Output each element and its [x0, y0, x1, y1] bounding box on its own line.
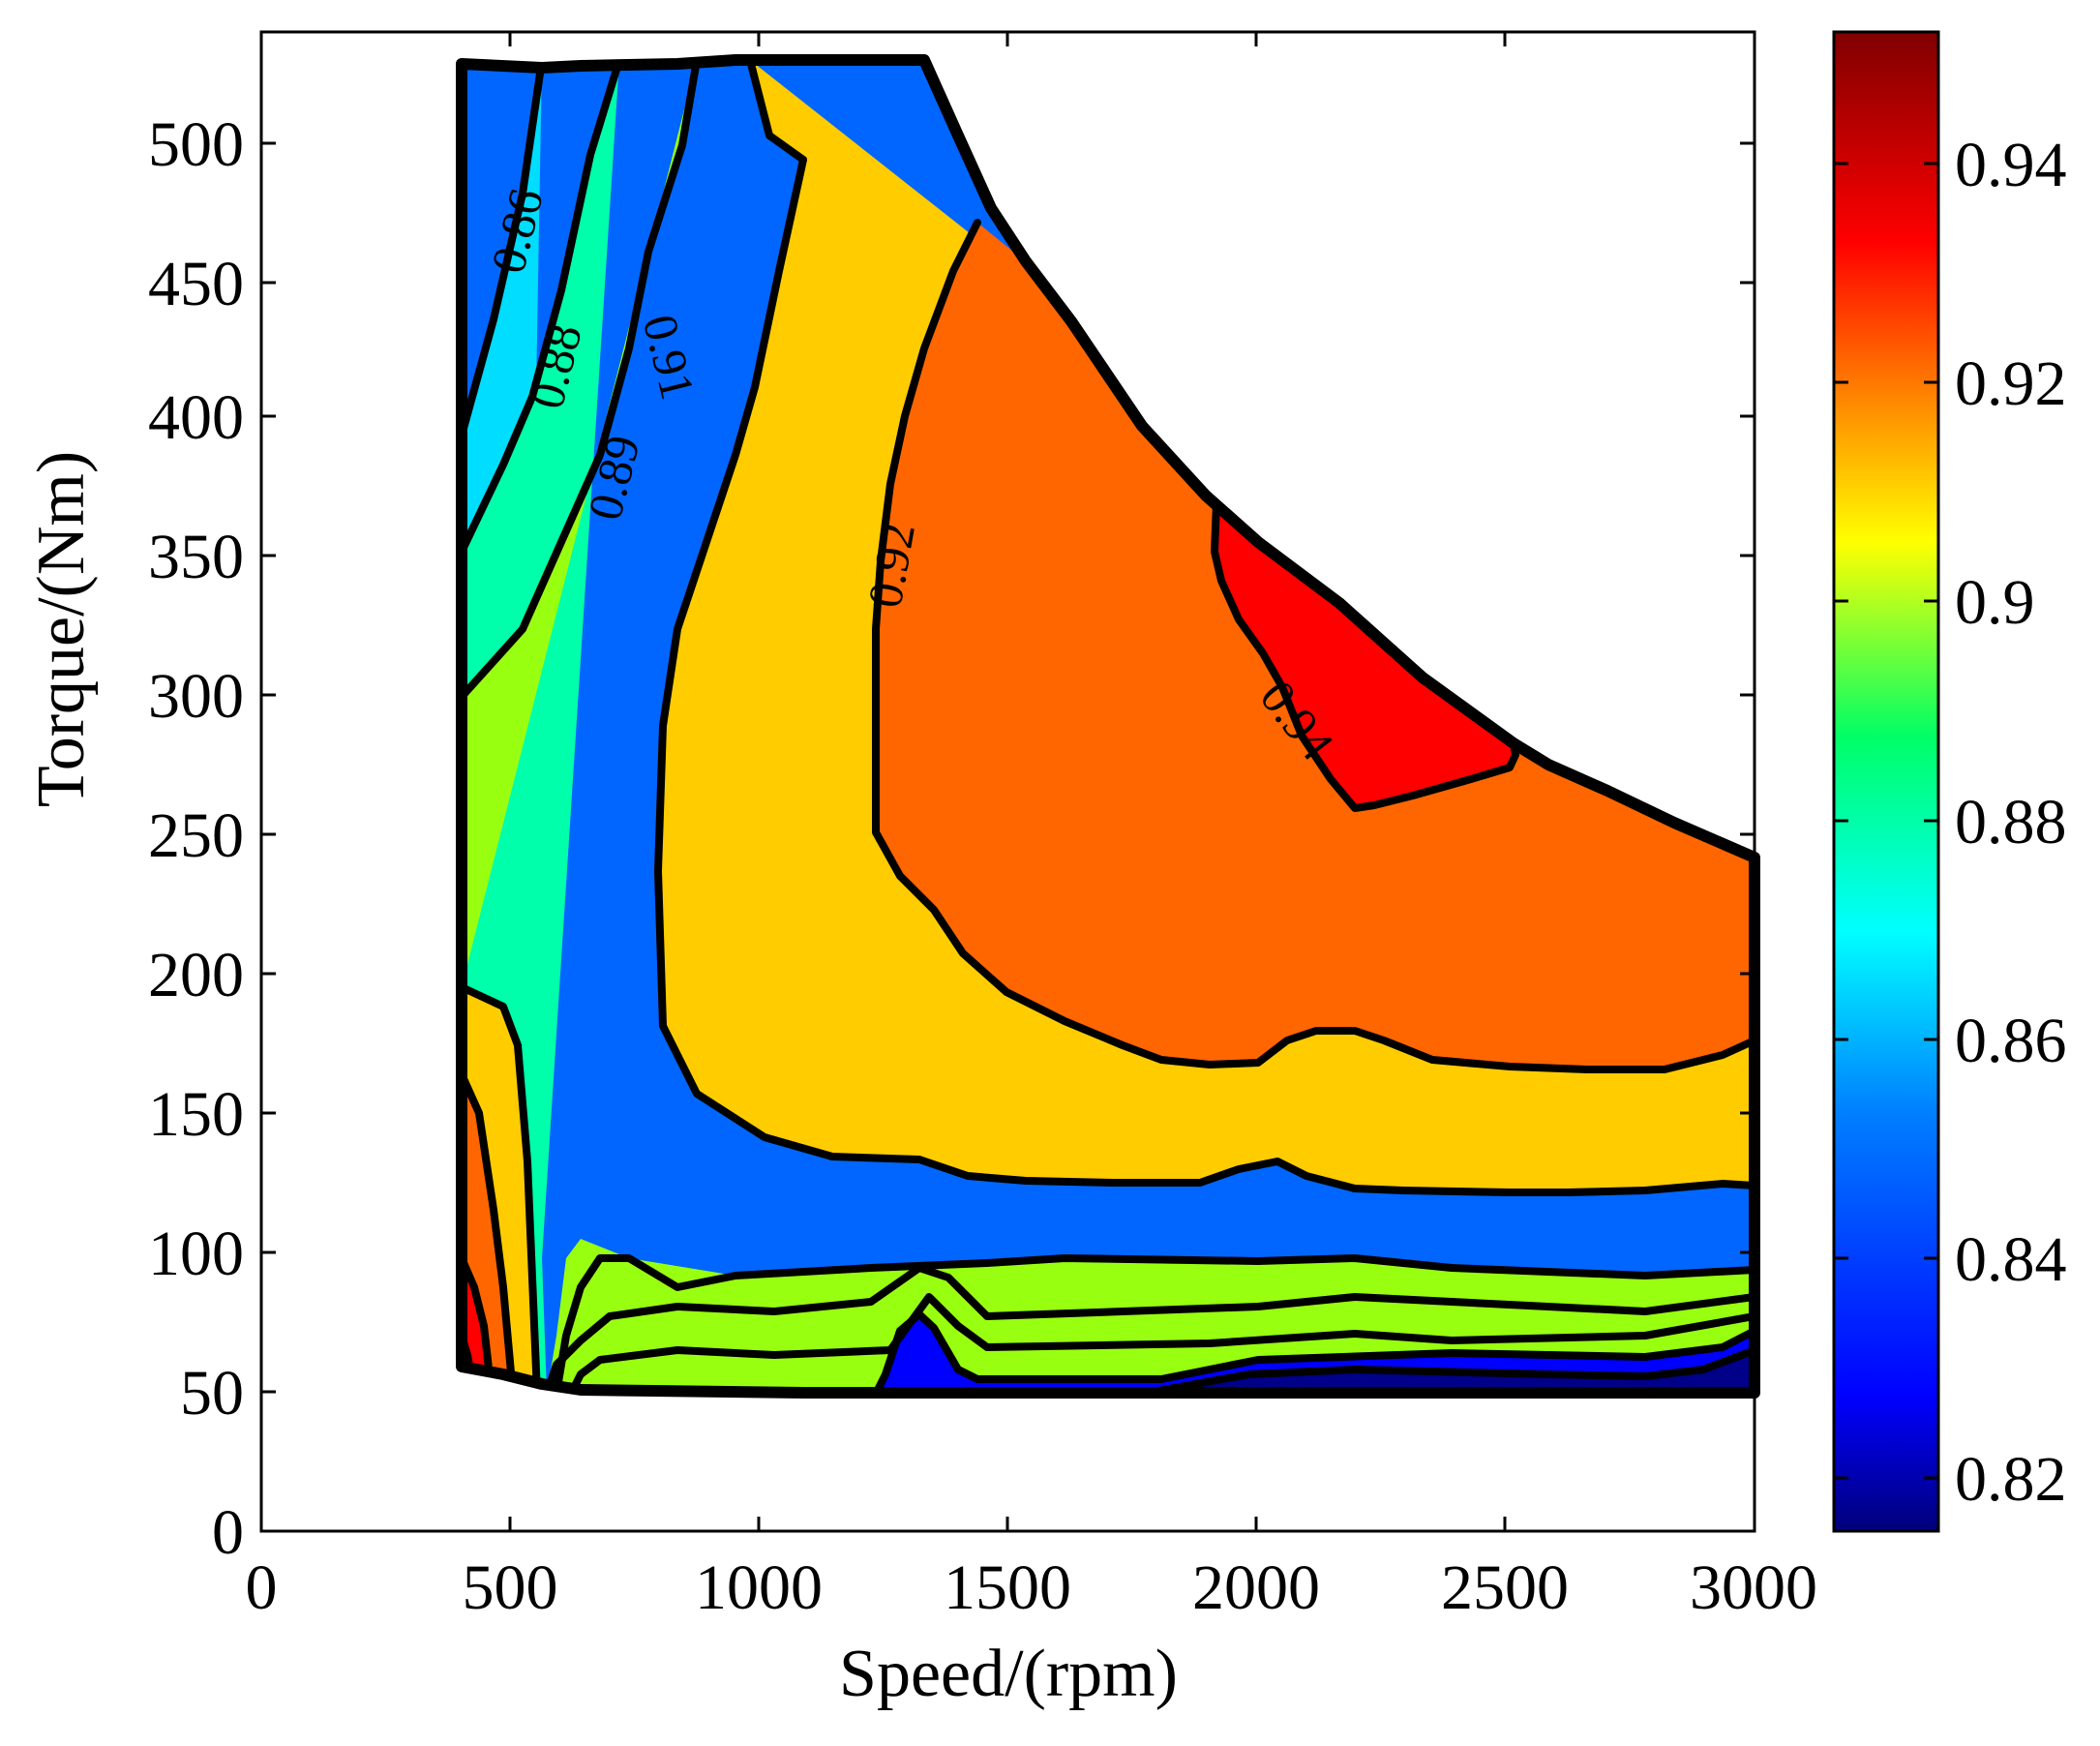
- colorbar-tick-0.9: 0.9: [1955, 567, 2035, 638]
- y-tick-150: 150: [148, 1079, 244, 1150]
- colorbar-tick-0.82: 0.82: [1955, 1444, 2067, 1515]
- colorbar-tick-0.86: 0.86: [1955, 1006, 2067, 1076]
- contour-0.92: [872, 219, 1755, 1073]
- x-tick-2500: 2500: [1441, 1552, 1569, 1623]
- contour-0.89: [462, 60, 701, 701]
- colorbar-tick-0.94: 0.94: [1955, 130, 2067, 200]
- y-tick-100: 100: [148, 1219, 244, 1289]
- x-tick-1500: 1500: [944, 1552, 1071, 1623]
- contour-left-0.92: [462, 1070, 517, 1393]
- y-tick-50: 50: [180, 1358, 244, 1429]
- x-tick-2000: 2000: [1192, 1552, 1320, 1623]
- y-axis-label: Torque/(Nm): [24, 451, 99, 807]
- x-tick-1000: 1000: [695, 1552, 823, 1623]
- contour-low-0.86: [567, 1293, 1755, 1393]
- contour-low-0.88: [543, 1264, 1755, 1393]
- x-tick-3000: 3000: [1690, 1552, 1817, 1623]
- colorbar-tick-0.84: 0.84: [1955, 1224, 2067, 1295]
- x-tick-labels: 0 500 1000 1500 2000 2500 3000: [246, 1552, 1818, 1623]
- y-tick-350: 350: [148, 522, 244, 592]
- y-tick-450: 450: [148, 249, 244, 319]
- colorbar-tick-0.92: 0.92: [1955, 348, 2067, 419]
- contour-low-0.89: [553, 1254, 1755, 1393]
- band-red: [1215, 503, 1515, 808]
- colorbar-gradient: [1832, 30, 1940, 1533]
- x-axis: [508, 32, 1507, 1531]
- y-tick-200: 200: [148, 940, 244, 1010]
- operating-envelope-outline: [456, 54, 1760, 1399]
- band-orange-left: [462, 1074, 513, 1393]
- y-axis: [261, 141, 1755, 1394]
- contour-lines: [462, 60, 1755, 1393]
- contour-0.86: [462, 60, 546, 439]
- contour-0.88: [462, 60, 623, 556]
- y-tick-500: 500: [148, 109, 244, 180]
- y-tick-0: 0: [212, 1497, 244, 1568]
- contour-left-0.94: [462, 1254, 495, 1393]
- contour-low-0.84: [872, 1310, 1755, 1393]
- x-tick-0: 0: [246, 1552, 278, 1623]
- colorbar: 0.94 0.92 0.9 0.88 0.86 0.84 0.82: [1832, 30, 2067, 1533]
- colorbar-tick-0.88: 0.88: [1955, 787, 2067, 858]
- y-tick-labels: 0 50 100 150 200 250 300 350 400 450 500: [148, 109, 244, 1568]
- x-tick-500: 500: [463, 1552, 558, 1623]
- y-tick-300: 300: [148, 661, 244, 732]
- y-tick-250: 250: [148, 800, 244, 871]
- contour-left-0.91: [462, 983, 541, 1393]
- contour-0.94: [1211, 499, 1519, 812]
- x-axis-label: Speed/(rpm): [839, 1637, 1178, 1711]
- band-navy: [1142, 1350, 1755, 1393]
- y-tick-400: 400: [148, 382, 244, 453]
- contour-low-0.83: [1138, 1346, 1755, 1393]
- contour-0.91: [654, 60, 1755, 1196]
